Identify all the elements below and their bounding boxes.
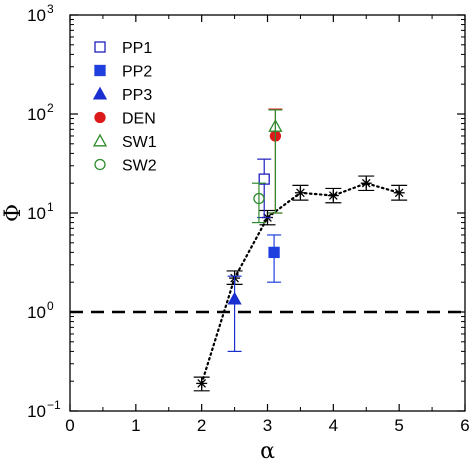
legend-label: DEN — [122, 111, 156, 128]
y-tick-label: 10 — [27, 6, 46, 25]
y-tick-base: 10 — [27, 6, 46, 25]
pp3-legend-icon — [92, 86, 108, 100]
trend-point-stroke — [361, 178, 371, 188]
y-tick-label: 10 — [27, 204, 46, 223]
legend-label: PP1 — [122, 40, 152, 57]
legend-label: PP2 — [122, 64, 152, 81]
x-tick-label: 3 — [263, 416, 272, 435]
trend-point — [294, 187, 306, 199]
x-axis-label: α — [260, 439, 275, 464]
sw2-legend-icon — [94, 158, 106, 171]
den-legend-icon — [94, 111, 106, 124]
pp2-point — [268, 246, 280, 259]
y-tick-label: 10 — [27, 303, 46, 322]
legend-item-den: DEN — [94, 111, 156, 128]
y-tick-exponent: 2 — [47, 101, 54, 115]
pp1-point — [258, 173, 270, 185]
sw2-point — [253, 192, 265, 205]
pp3-point — [227, 291, 242, 305]
trend-point-stroke — [197, 379, 207, 388]
y-tick-exponent: 1 — [47, 200, 54, 214]
trend-line — [200, 182, 401, 385]
y-tick-base: 10 — [27, 204, 46, 223]
legend-label: SW2 — [122, 158, 157, 175]
trend-series — [193, 175, 408, 392]
legend: PP1 PP2 PP3 DEN SW1 SW2 — [92, 40, 157, 175]
trend-point — [196, 377, 208, 389]
y-tick-label: 10 — [27, 105, 46, 124]
y-tick-base: 10 — [27, 303, 46, 322]
x-tick-label: 0 — [65, 416, 74, 435]
trend-point-stroke — [394, 188, 404, 198]
legend-item-pp3: PP3 — [92, 86, 152, 104]
x-tick-label: 5 — [394, 416, 403, 435]
legend-item-sw2: SW2 — [94, 158, 157, 175]
data-series — [227, 108, 283, 352]
x-tick-label: 6 — [460, 416, 469, 435]
trend-point-stroke — [296, 188, 305, 198]
pp1-legend-icon — [94, 41, 106, 53]
legend-label: PP3 — [122, 87, 152, 104]
trend-point-stroke — [328, 191, 338, 200]
y-tick-base: 10 — [27, 105, 46, 124]
trend-point — [393, 187, 405, 199]
legend-item-sw1: SW1 — [92, 133, 157, 151]
sw1-legend-icon — [92, 133, 108, 147]
x-tick-label: 2 — [197, 416, 206, 435]
x-tick-label: 4 — [329, 416, 338, 435]
trend-point — [327, 190, 339, 202]
sw1-point — [268, 119, 283, 132]
legend-item-pp2: PP2 — [94, 64, 152, 81]
x-tick-label: 1 — [131, 416, 140, 435]
y-tick-exponent: −1 — [47, 398, 61, 412]
pp2-legend-icon — [94, 64, 106, 77]
y-tick-base: 10 — [27, 402, 46, 421]
legend-item-pp1: PP1 — [94, 40, 152, 57]
trend-point — [360, 177, 372, 189]
y-tick-exponent: 0 — [47, 299, 54, 313]
y-tick-label: 10 — [27, 402, 46, 421]
y-axis-label: Φ — [1, 204, 26, 222]
y-tick-exponent: 3 — [47, 2, 54, 16]
legend-label: SW1 — [122, 134, 157, 151]
